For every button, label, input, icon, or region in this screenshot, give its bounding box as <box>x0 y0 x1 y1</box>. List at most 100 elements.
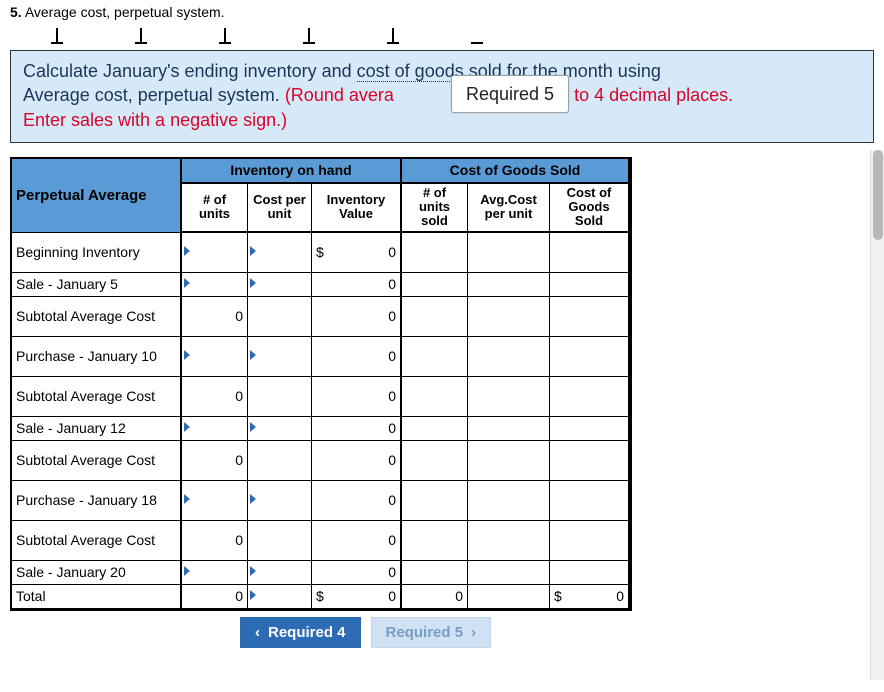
units-cell[interactable] <box>182 561 248 585</box>
instruction-box: Calculate January's ending inventory and… <box>10 50 874 143</box>
inventory-value-cell: $0 <box>312 585 402 609</box>
chevron-right-icon: › <box>471 624 476 641</box>
units-sold-cell[interactable] <box>402 233 468 273</box>
cogs-cell <box>550 297 630 337</box>
dropdown-icon <box>184 494 190 504</box>
dropdown-icon <box>250 246 256 256</box>
units-cell[interactable] <box>182 481 248 521</box>
avg-cost-cell[interactable] <box>468 481 550 521</box>
inventory-value-cell: 0 <box>312 273 402 297</box>
dropdown-icon <box>250 494 256 504</box>
dropdown-icon <box>184 422 190 432</box>
avg-cost-cell[interactable] <box>468 377 550 417</box>
units-sold-cell[interactable] <box>402 273 468 297</box>
units-cell[interactable]: 0 <box>182 441 248 481</box>
units-sold-cell[interactable] <box>402 481 468 521</box>
cost-per-unit-cell[interactable] <box>248 521 312 561</box>
units-cell[interactable] <box>182 417 248 441</box>
units-sold-cell[interactable] <box>402 561 468 585</box>
units-cell[interactable]: 0 <box>182 377 248 417</box>
dropdown-icon <box>184 246 190 256</box>
dropdown-icon <box>250 590 256 600</box>
avg-cost-cell[interactable] <box>468 561 550 585</box>
units-cell[interactable] <box>182 233 248 273</box>
col-units-sold: # of units sold <box>402 183 468 233</box>
col-cogs: Cost of Goods Sold <box>550 183 630 233</box>
dropdown-icon <box>250 350 256 360</box>
cost-per-unit-cell[interactable] <box>248 233 312 273</box>
row-label: Purchase - January 18 <box>12 481 182 521</box>
cost-per-unit-cell[interactable] <box>248 561 312 585</box>
instruction-red: (Round avera <box>285 85 394 105</box>
avg-cost-cell[interactable] <box>468 585 550 609</box>
col-cost-per-unit: Cost per unit <box>248 183 312 233</box>
avg-cost-cell[interactable] <box>468 337 550 377</box>
cost-per-unit-cell[interactable] <box>248 297 312 337</box>
cogs-cell <box>550 561 630 585</box>
units-sold-cell[interactable]: 0 <box>402 585 468 609</box>
next-label: Required 5 <box>386 624 464 641</box>
col-avg-cost: Avg.Cost per unit <box>468 183 550 233</box>
cost-per-unit-cell[interactable] <box>248 585 312 609</box>
row-label: Subtotal Average Cost <box>12 521 182 561</box>
inventory-value-cell: 0 <box>312 297 402 337</box>
avg-cost-cell[interactable] <box>468 273 550 297</box>
inventory-value-cell: 0 <box>312 521 402 561</box>
units-sold-cell[interactable] <box>402 417 468 441</box>
col-group-inventory: Inventory on hand <box>182 159 402 183</box>
units-sold-cell[interactable] <box>402 297 468 337</box>
col-group-cogs: Cost of Goods Sold <box>402 159 630 183</box>
inventory-value-cell: 0 <box>312 377 402 417</box>
title-number: 5. <box>10 4 22 20</box>
units-cell[interactable]: 0 <box>182 297 248 337</box>
instruction-red: Enter sales with a negative sign.) <box>23 110 287 130</box>
units-cell[interactable] <box>182 273 248 297</box>
units-sold-cell[interactable] <box>402 337 468 377</box>
dropdown-icon <box>184 566 190 576</box>
cost-per-unit-cell[interactable] <box>248 273 312 297</box>
col-inventory-value: Inventory Value <box>312 183 402 233</box>
row-label: Beginning Inventory <box>12 233 182 273</box>
units-cell[interactable]: 0 <box>182 521 248 561</box>
row-label: Subtotal Average Cost <box>12 441 182 481</box>
dropdown-icon <box>250 422 256 432</box>
page-title-row: 5. Average cost, perpetual system. <box>10 0 874 28</box>
cost-per-unit-cell[interactable] <box>248 377 312 417</box>
cogs-cell <box>550 233 630 273</box>
row-label: Sale - January 5 <box>12 273 182 297</box>
cogs-cell <box>550 481 630 521</box>
inventory-table: Perpetual AverageInventory on handCost o… <box>10 157 632 611</box>
title-text: Average cost, perpetual system. <box>25 4 225 20</box>
cogs-cell <box>550 273 630 297</box>
prev-required-button[interactable]: ‹ Required 4 <box>240 617 361 648</box>
units-sold-cell[interactable] <box>402 521 468 561</box>
avg-cost-cell[interactable] <box>468 521 550 561</box>
inventory-value-cell: 0 <box>312 337 402 377</box>
row-label: Sale - January 12 <box>12 417 182 441</box>
row-label: Total <box>12 585 182 609</box>
cost-per-unit-cell[interactable] <box>248 417 312 441</box>
row-label: Subtotal Average Cost <box>12 297 182 337</box>
units-cell[interactable] <box>182 337 248 377</box>
inventory-value-cell: 0 <box>312 441 402 481</box>
instruction-text: Calculate January's ending inventory and <box>23 61 357 81</box>
units-cell[interactable]: 0 <box>182 585 248 609</box>
scroll-thumb[interactable] <box>873 150 883 240</box>
nav-button-bar: ‹ Required 4 Required 5 › <box>240 617 874 648</box>
next-required-button[interactable]: Required 5 › <box>371 617 492 648</box>
cost-per-unit-cell[interactable] <box>248 337 312 377</box>
chevron-left-icon: ‹ <box>255 624 260 641</box>
avg-cost-cell[interactable] <box>468 297 550 337</box>
ruler-ticks <box>10 28 874 46</box>
units-sold-cell[interactable] <box>402 441 468 481</box>
cost-per-unit-cell[interactable] <box>248 481 312 521</box>
cost-per-unit-cell[interactable] <box>248 441 312 481</box>
cogs-cell <box>550 417 630 441</box>
avg-cost-cell[interactable] <box>468 441 550 481</box>
scrollbar[interactable] <box>870 150 884 680</box>
avg-cost-cell[interactable] <box>468 417 550 441</box>
units-sold-cell[interactable] <box>402 377 468 417</box>
cogs-cell <box>550 441 630 481</box>
dropdown-icon <box>184 350 190 360</box>
avg-cost-cell[interactable] <box>468 233 550 273</box>
